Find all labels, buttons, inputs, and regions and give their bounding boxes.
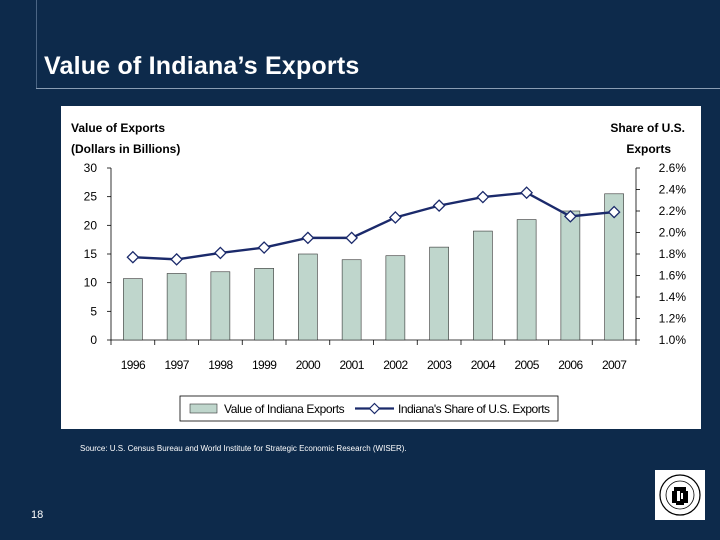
legend-line-marker xyxy=(368,402,381,415)
legend-bar-swatch xyxy=(189,403,218,414)
legend-line-label: Indiana's Share of U.S. Exports xyxy=(398,402,550,416)
right-axis-label: Share of U.S. xyxy=(610,121,685,135)
exports-chart: Value of Exports (Dollars in Billions) S… xyxy=(71,121,687,422)
x-axis-category-label: 2003 xyxy=(427,358,452,372)
right-axis-tick-label: 2.2% xyxy=(659,204,687,218)
x-axis-category-label: 2002 xyxy=(383,358,408,372)
bar-2004 xyxy=(473,230,493,341)
chart-panel: Value of Exports (Dollars in Billions) S… xyxy=(61,106,701,429)
right-axis-tick-label: 1.4% xyxy=(659,290,687,304)
left-axis-tick-label: 30 xyxy=(84,161,98,175)
bar-2006 xyxy=(560,210,581,341)
x-axis-category-label: 2005 xyxy=(514,358,539,372)
share-marker-2006 xyxy=(563,209,577,223)
slide-title: Value of Indiana’s Exports xyxy=(44,52,360,80)
bar-2007 xyxy=(604,193,624,341)
left-axis-tick-label: 10 xyxy=(84,276,98,290)
left-axis-label: Value of Exports xyxy=(71,121,165,135)
right-axis-tick-label: 1.2% xyxy=(659,312,687,326)
left-axis-tick-label: 15 xyxy=(84,247,98,261)
left-axis-tick-label: 20 xyxy=(84,218,98,232)
title-underline xyxy=(36,88,720,89)
x-axis-category-label: 2004 xyxy=(471,358,496,372)
share-marker-1998 xyxy=(213,246,227,260)
x-axis-category-label: 1999 xyxy=(252,358,277,372)
x-axis-category-label: 2001 xyxy=(339,358,364,372)
right-axis-tick-label: 1.8% xyxy=(659,247,687,261)
bar-1998 xyxy=(210,271,231,341)
share-line xyxy=(132,191,615,261)
legend-bar-label: Value of Indiana Exports xyxy=(224,402,345,416)
bar-2002 xyxy=(385,255,406,341)
x-axis-category-label: 1998 xyxy=(208,358,233,372)
share-marker-1996 xyxy=(126,250,140,264)
left-axis-tick-label: 25 xyxy=(84,190,98,204)
x-axis-category-label: 2006 xyxy=(558,358,583,372)
right-axis-tick-label: 1.0% xyxy=(659,333,687,347)
title-decoration-line xyxy=(36,0,37,89)
source-note: Source: U.S. Census Bureau and World Ins… xyxy=(80,444,407,453)
right-axis-unit-label: Exports xyxy=(626,142,671,156)
right-axis-tick-label: 2.0% xyxy=(659,226,687,240)
page-number: 18 xyxy=(31,509,44,521)
x-axis-category-label: 1997 xyxy=(164,358,189,372)
left-axis-tick-label: 0 xyxy=(90,333,97,347)
indiana-state-seal-logo xyxy=(655,470,705,520)
share-marker-2000 xyxy=(301,231,315,245)
bar-2000 xyxy=(298,253,318,341)
share-marker-1997 xyxy=(170,252,184,266)
share-marker-2007 xyxy=(607,205,621,219)
bar-1996 xyxy=(123,278,143,341)
left-axis-tick-label: 5 xyxy=(90,304,97,318)
bar-2003 xyxy=(429,246,449,341)
bar-1997 xyxy=(166,273,187,341)
share-marker-2002 xyxy=(388,211,402,224)
share-marker-2003 xyxy=(432,199,446,213)
right-axis-tick-label: 2.4% xyxy=(659,183,687,197)
share-marker-2004 xyxy=(476,190,490,204)
x-axis-category-label: 2000 xyxy=(296,358,321,372)
left-axis-unit-label: (Dollars in Billions) xyxy=(71,142,180,156)
share-marker-2005 xyxy=(520,186,534,200)
share-marker-1999 xyxy=(257,241,271,254)
bar-2005 xyxy=(516,219,537,341)
share-marker-2001 xyxy=(345,231,359,245)
bar-2001 xyxy=(341,259,362,341)
right-axis-tick-label: 1.6% xyxy=(659,269,687,283)
right-axis-tick-label: 2.6% xyxy=(659,161,687,175)
x-axis-category-label: 1996 xyxy=(121,358,146,372)
x-axis-category-label: 2007 xyxy=(602,358,627,372)
bar-1999 xyxy=(254,268,274,341)
